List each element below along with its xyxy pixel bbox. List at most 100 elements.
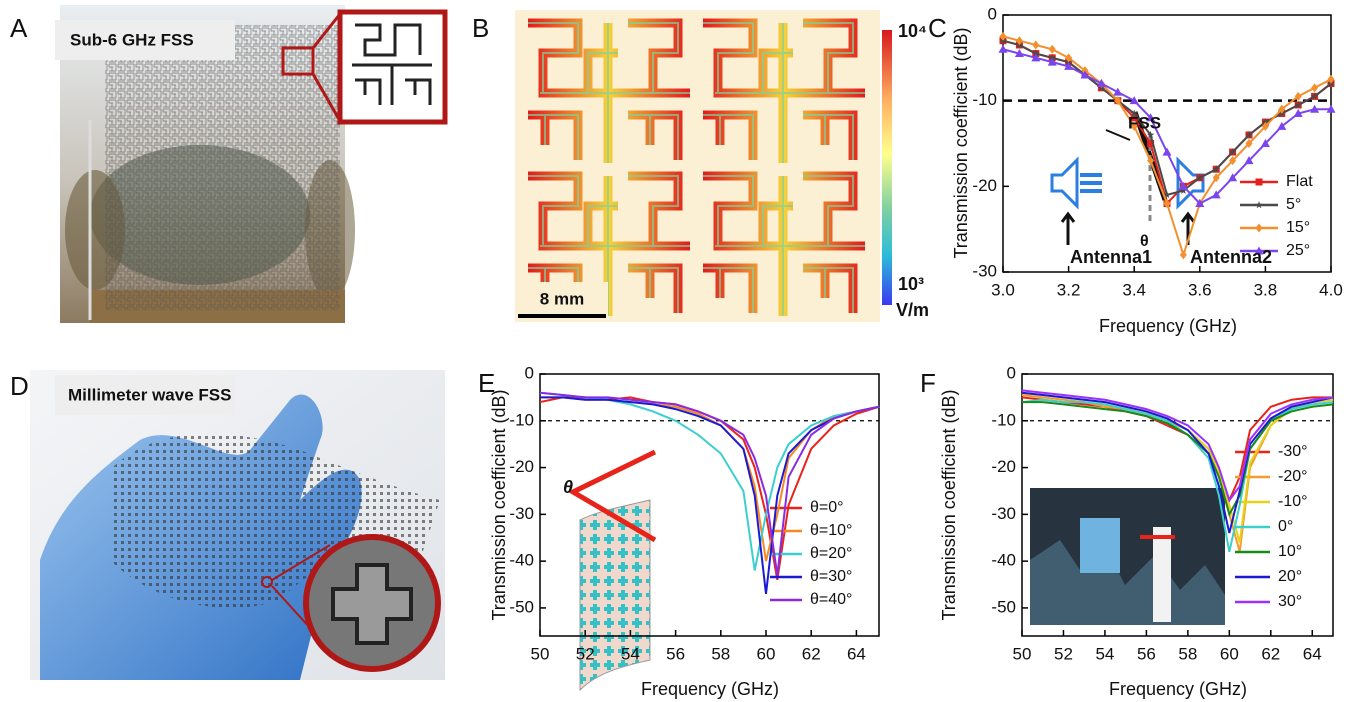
panel-letter: C <box>928 13 947 43</box>
x-tick-label: 3.4 <box>1122 280 1146 299</box>
marker <box>1311 83 1318 92</box>
wave-arrows <box>1080 175 1102 191</box>
marker <box>1049 45 1056 54</box>
legend-label: 20° <box>1278 568 1302 585</box>
panel-b: B 8 mm 10⁴ 10³ V/m <box>472 10 929 322</box>
y-tick-label: -40 <box>509 551 534 570</box>
marker <box>1113 88 1122 96</box>
marker <box>1255 201 1263 208</box>
y-tick-label: 0 <box>1007 363 1016 382</box>
legend-label: Flat <box>1286 173 1313 190</box>
x-tick-label: 54 <box>621 644 640 663</box>
x-tick-label: 3.0 <box>991 280 1015 299</box>
x-tick-label: 4.0 <box>1319 280 1343 299</box>
y-tick-label: -50 <box>991 597 1016 616</box>
legend-label: θ=20° <box>810 545 852 562</box>
marker <box>1032 40 1039 49</box>
marker <box>1180 250 1187 259</box>
x-axis-title: Frequency (GHz) <box>641 679 779 699</box>
y-tick-label: -40 <box>991 551 1016 570</box>
x-tick-label: 54 <box>1095 644 1114 663</box>
legend-label: 15° <box>1286 219 1310 236</box>
legend-label: θ=40° <box>810 591 852 608</box>
x-tick-label: 3.2 <box>1057 280 1081 299</box>
series-line <box>1003 36 1331 254</box>
legend-label: θ=10° <box>810 522 852 539</box>
marker <box>1256 224 1263 233</box>
arrow <box>1106 130 1130 140</box>
panel-letter: F <box>920 368 936 398</box>
panel-label: Millimeter wave FSS <box>68 385 231 404</box>
x-tick-label: 52 <box>1054 644 1073 663</box>
x-tick-label: 56 <box>666 644 685 663</box>
y-tick-label: -20 <box>972 176 997 195</box>
x-tick-label: 64 <box>847 644 866 663</box>
panel-d: D Millimeter wave FSS <box>10 370 445 680</box>
panel-letter: B <box>472 13 489 43</box>
y-tick-label: 0 <box>988 4 997 23</box>
x-tick-label: 56 <box>1137 644 1156 663</box>
legend-label: 25° <box>1286 242 1310 259</box>
x-tick-label: 3.6 <box>1188 280 1212 299</box>
legend-label: -10° <box>1278 493 1308 510</box>
fss-sheet <box>105 25 340 310</box>
y-tick-label: -30 <box>509 504 534 523</box>
x-tick-label: 64 <box>1303 644 1322 663</box>
panel-f-inset <box>1030 488 1225 625</box>
y-tick-label: -50 <box>509 597 534 616</box>
marker <box>1163 148 1172 156</box>
x-axis-title: Frequency (GHz) <box>1099 316 1237 336</box>
annotation: FSS <box>1128 113 1161 132</box>
x-tick-label: 58 <box>1178 644 1197 663</box>
panel-label: Sub-6 GHz FSS <box>70 30 194 49</box>
y-tick-label: 0 <box>525 363 534 382</box>
legend-label: 30° <box>1278 593 1302 610</box>
x-tick-label: 3.8 <box>1254 280 1278 299</box>
x-axis-title: Frequency (GHz) <box>1109 679 1247 699</box>
y-tick-label: -10 <box>991 410 1016 429</box>
y-tick-label: -30 <box>991 504 1016 523</box>
x-tick-label: 62 <box>802 644 821 663</box>
x-tick-label: 58 <box>711 644 730 663</box>
antenna-stand <box>1153 527 1171 622</box>
x-tick-label: 50 <box>1013 644 1032 663</box>
marker <box>999 45 1008 53</box>
legend-label: θ=0° <box>810 499 844 516</box>
legend-label: -20° <box>1278 468 1308 485</box>
legend-label: -30° <box>1278 443 1308 460</box>
y-axis-title: Transmission coefficient (dB) <box>489 389 509 620</box>
x-tick-label: 62 <box>1261 644 1280 663</box>
y-tick-label: -20 <box>509 457 534 476</box>
colorbar-max: 10⁴ <box>898 21 927 41</box>
x-tick-label: 60 <box>1220 644 1239 663</box>
arrow <box>1062 214 1194 245</box>
y-tick-label: -10 <box>972 90 997 109</box>
annotation: Antenna2 <box>1190 247 1272 267</box>
panel-letter: D <box>10 371 29 401</box>
y-tick-label: -30 <box>972 261 997 280</box>
x-tick-label: 60 <box>757 644 776 663</box>
legend-label: 10° <box>1278 543 1302 560</box>
annotation: θ <box>563 477 573 497</box>
legend-label: θ=30° <box>810 568 852 585</box>
panel-letter: A <box>10 13 28 43</box>
antenna-icon <box>1052 160 1077 206</box>
x-tick-label: 52 <box>576 644 595 663</box>
legend-label: 0° <box>1278 518 1293 535</box>
panel-a: A Sub-6 GHz FSS <box>10 5 445 323</box>
page: {"panels": { "a": {"letter": "A", "label… <box>0 0 1356 702</box>
figure: A Sub-6 GHz FSS B 8 mm 10⁴ 10³ V/m D Mil… <box>0 0 1356 702</box>
y-axis-title: Transmission coefficient (dB) <box>939 389 959 620</box>
x-tick-label: 50 <box>531 644 550 663</box>
marker <box>1256 179 1263 186</box>
y-tick-label: -10 <box>509 410 534 429</box>
colorbar <box>882 30 892 305</box>
annotation: Antenna1 <box>1070 247 1152 267</box>
colorbar-unit: V/m <box>896 300 929 320</box>
y-axis-title: Transmission coefficient (dB) <box>951 27 971 258</box>
legend-label: 5° <box>1286 196 1301 213</box>
fss-sample <box>1080 518 1120 573</box>
scale-label: 8 mm <box>540 289 584 308</box>
colorbar-min: 10³ <box>898 274 924 294</box>
y-tick-label: -20 <box>991 457 1016 476</box>
